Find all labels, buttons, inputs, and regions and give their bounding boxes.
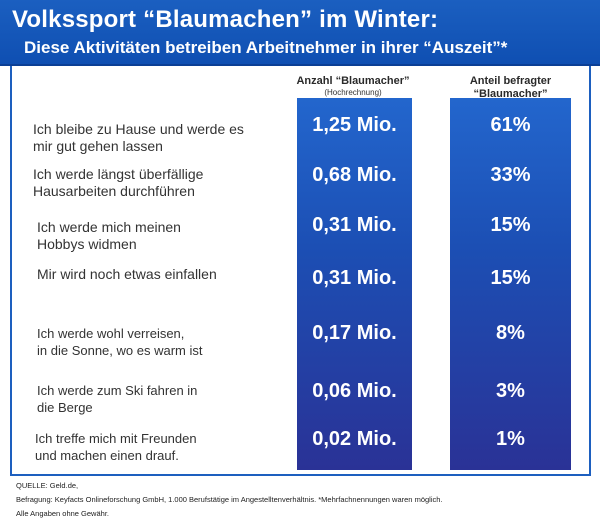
column-header-count-label: Anzahl “Blaumacher”: [296, 75, 410, 87]
row-activity-line2: Hausarbeiten durchführen: [33, 183, 195, 199]
column-header-share-line2: “Blaumacher”: [473, 88, 548, 100]
share-column-background: [450, 98, 571, 470]
footer-source: QUELLE: Geld.de,: [16, 481, 79, 490]
page-title: Volkssport “Blaumachen” im Winter:: [12, 6, 439, 33]
row-activity-label: Ich werde wohl verreisen, in die Sonne, w…: [37, 325, 202, 359]
row-activity-line1: Ich werde zum Ski fahren in: [37, 383, 198, 398]
column-header-count: Anzahl “Blaumacher” (Hochrechnung): [283, 75, 423, 98]
row-activity-label: Ich werde mich meinen Hobbys widmen: [37, 219, 181, 253]
row-activity-label: Ich bleibe zu Hause und werde es mir gut …: [33, 121, 244, 155]
row-count-value: 1,25 Mio.: [312, 114, 397, 136]
row-share-value: 1%: [496, 428, 525, 450]
row-share-value: 61%: [490, 114, 531, 136]
row-share-value: 8%: [496, 322, 525, 344]
row-activity-line1: Ich treffe mich mit Freunden: [35, 431, 197, 446]
content-border: [10, 66, 591, 476]
row-activity-label: Ich werde zum Ski fahren in die Berge: [37, 382, 197, 416]
row-activity-label: Ich treffe mich mit Freunden und machen e…: [35, 430, 197, 464]
row-activity-line2: Hobbys widmen: [37, 236, 137, 252]
row-share-value: 3%: [496, 380, 525, 402]
row-count-value: 0,68 Mio.: [312, 164, 397, 186]
row-activity-label: Mir wird noch etwas einfallen: [37, 266, 217, 283]
header-banner: Volkssport “Blaumachen” im Winter: Diese…: [0, 0, 600, 66]
row-activity-line1: Ich bleibe zu Hause und werde es: [33, 121, 244, 137]
row-count-value: 0,02 Mio.: [312, 428, 397, 450]
column-header-count-sublabel: (Hochrechnung): [324, 88, 382, 97]
footer-survey: Befragung: Keyfacts Onlineforschung GmbH…: [16, 495, 443, 504]
row-activity-line1: Ich werde mich meinen: [37, 219, 181, 235]
page-subtitle: Diese Aktivitäten betreiben Arbeitnehmer…: [24, 38, 508, 57]
row-activity-label: Ich werde längst überfällige Hausarbeiten…: [33, 166, 203, 200]
column-header-share: Anteil befragter “Blaumacher”: [448, 75, 573, 101]
row-count-value: 0,31 Mio.: [312, 267, 397, 289]
row-count-value: 0,31 Mio.: [312, 214, 397, 236]
row-activity-line2: mir gut gehen lassen: [33, 138, 163, 154]
row-activity-line1: Mir wird noch etwas einfallen: [37, 266, 217, 282]
row-share-value: 15%: [490, 214, 531, 236]
row-activity-line2: und machen einen drauf.: [35, 448, 179, 463]
column-header-share-line1: Anteil befragter: [469, 75, 552, 87]
footer-disclaimer: Alle Angaben ohne Gewähr.: [16, 509, 109, 518]
row-count-value: 0,06 Mio.: [312, 380, 397, 402]
row-activity-line1: Ich werde wohl verreisen,: [37, 326, 185, 341]
row-activity-line2: die Berge: [37, 400, 93, 415]
row-share-value: 15%: [490, 267, 531, 289]
row-share-value: 33%: [490, 164, 531, 186]
row-activity-line1: Ich werde längst überfällige: [33, 166, 204, 182]
row-activity-line2: in die Sonne, wo es warm ist: [37, 343, 203, 358]
row-count-value: 0,17 Mio.: [312, 322, 397, 344]
count-column-background: [297, 98, 412, 470]
